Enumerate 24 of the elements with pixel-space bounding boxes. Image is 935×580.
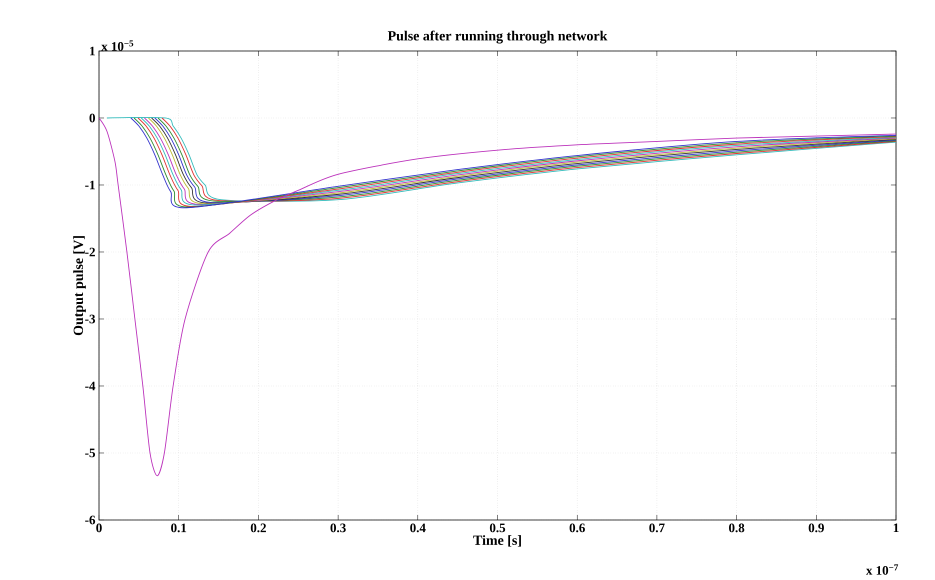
x-axis-title: Time [s] <box>473 535 521 547</box>
x-tick-label: 1 <box>894 524 899 532</box>
x-tick-label: 0.2 <box>250 524 266 532</box>
x-tick-label: 0.8 <box>729 524 744 532</box>
y-tick-label: 1 <box>90 46 95 56</box>
x-tick-label: 0.9 <box>808 524 824 532</box>
x-tick-label: 0.7 <box>649 524 665 532</box>
chart-title: Pulse after running through network <box>388 30 608 44</box>
y-tick-label: -3 <box>85 314 96 324</box>
y-tick-label: -5 <box>85 448 96 458</box>
y-tick-label: 0 <box>90 114 95 122</box>
text: x 10$^{−7}$ <box>866 564 898 575</box>
x-tick-label: 0 <box>96 524 102 532</box>
text: x 10$^{−5}$ <box>101 40 134 51</box>
x-tick-label: 0.1 <box>171 524 186 532</box>
x-tick-label: 0.4 <box>410 524 426 532</box>
x-tick-label: 0.3 <box>330 524 346 532</box>
y-axis-title: Output pulse [V] <box>73 236 86 336</box>
x-tick-label: 0.6 <box>570 524 585 532</box>
y-tick-label: -6 <box>85 516 96 524</box>
y-tick-label: -1 <box>85 180 95 190</box>
y-tick-label: -4 <box>85 382 96 390</box>
x-tick-label: 0.5 <box>490 524 506 532</box>
y-tick-label: -2 <box>85 248 95 256</box>
